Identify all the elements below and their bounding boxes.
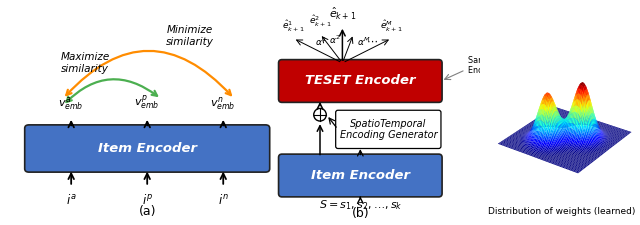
FancyBboxPatch shape <box>336 110 441 148</box>
FancyBboxPatch shape <box>278 154 442 197</box>
FancyBboxPatch shape <box>278 60 442 102</box>
Text: $\alpha^2$: $\alpha^2$ <box>329 34 340 46</box>
Text: $\alpha^M$: $\alpha^M$ <box>357 36 371 48</box>
Text: (a): (a) <box>138 205 156 218</box>
Text: $\hat{e}^M_{k+1}$: $\hat{e}^M_{k+1}$ <box>380 19 403 34</box>
Text: $\hat{e}_{k+1}$: $\hat{e}_{k+1}$ <box>329 6 356 23</box>
Text: $S = s_1, s_2, \ldots, s_k$: $S = s_1, s_2, \ldots, s_k$ <box>319 198 402 212</box>
Text: $\hat{e}^2_{k+1}$: $\hat{e}^2_{k+1}$ <box>308 14 332 29</box>
Text: (b): (b) <box>351 207 369 220</box>
Text: $i^p$: $i^p$ <box>141 194 153 207</box>
Text: Minimize
similarity: Minimize similarity <box>166 25 213 47</box>
FancyBboxPatch shape <box>25 125 269 172</box>
Text: $v^n_{emb}$: $v^n_{emb}$ <box>211 95 236 112</box>
Text: TESET Encoder: TESET Encoder <box>305 74 415 88</box>
FancyArrowPatch shape <box>67 51 231 95</box>
Text: $i^n$: $i^n$ <box>218 194 228 207</box>
FancyArrowPatch shape <box>67 79 157 102</box>
Text: Distribution of weights (learned): Distribution of weights (learned) <box>488 207 636 216</box>
Text: SpatioTemporal
Encoding Generator: SpatioTemporal Encoding Generator <box>339 119 437 140</box>
Text: $i^a$: $i^a$ <box>66 194 77 207</box>
Text: $v^p_{emb}$: $v^p_{emb}$ <box>134 94 160 112</box>
Text: Item Encoder: Item Encoder <box>311 169 410 182</box>
Text: $v^a_{emb}$: $v^a_{emb}$ <box>58 95 84 112</box>
Text: Sampled TESET
Encoder weights: Sampled TESET Encoder weights <box>468 56 534 75</box>
Text: $\hat{e}^1_{k+1}$: $\hat{e}^1_{k+1}$ <box>282 19 305 34</box>
Text: Item Encoder: Item Encoder <box>98 142 196 155</box>
Text: Maximize
similarity: Maximize similarity <box>61 52 110 74</box>
Text: $\cdots$: $\cdots$ <box>365 36 378 45</box>
Text: $\alpha^1$: $\alpha^1$ <box>315 36 327 48</box>
